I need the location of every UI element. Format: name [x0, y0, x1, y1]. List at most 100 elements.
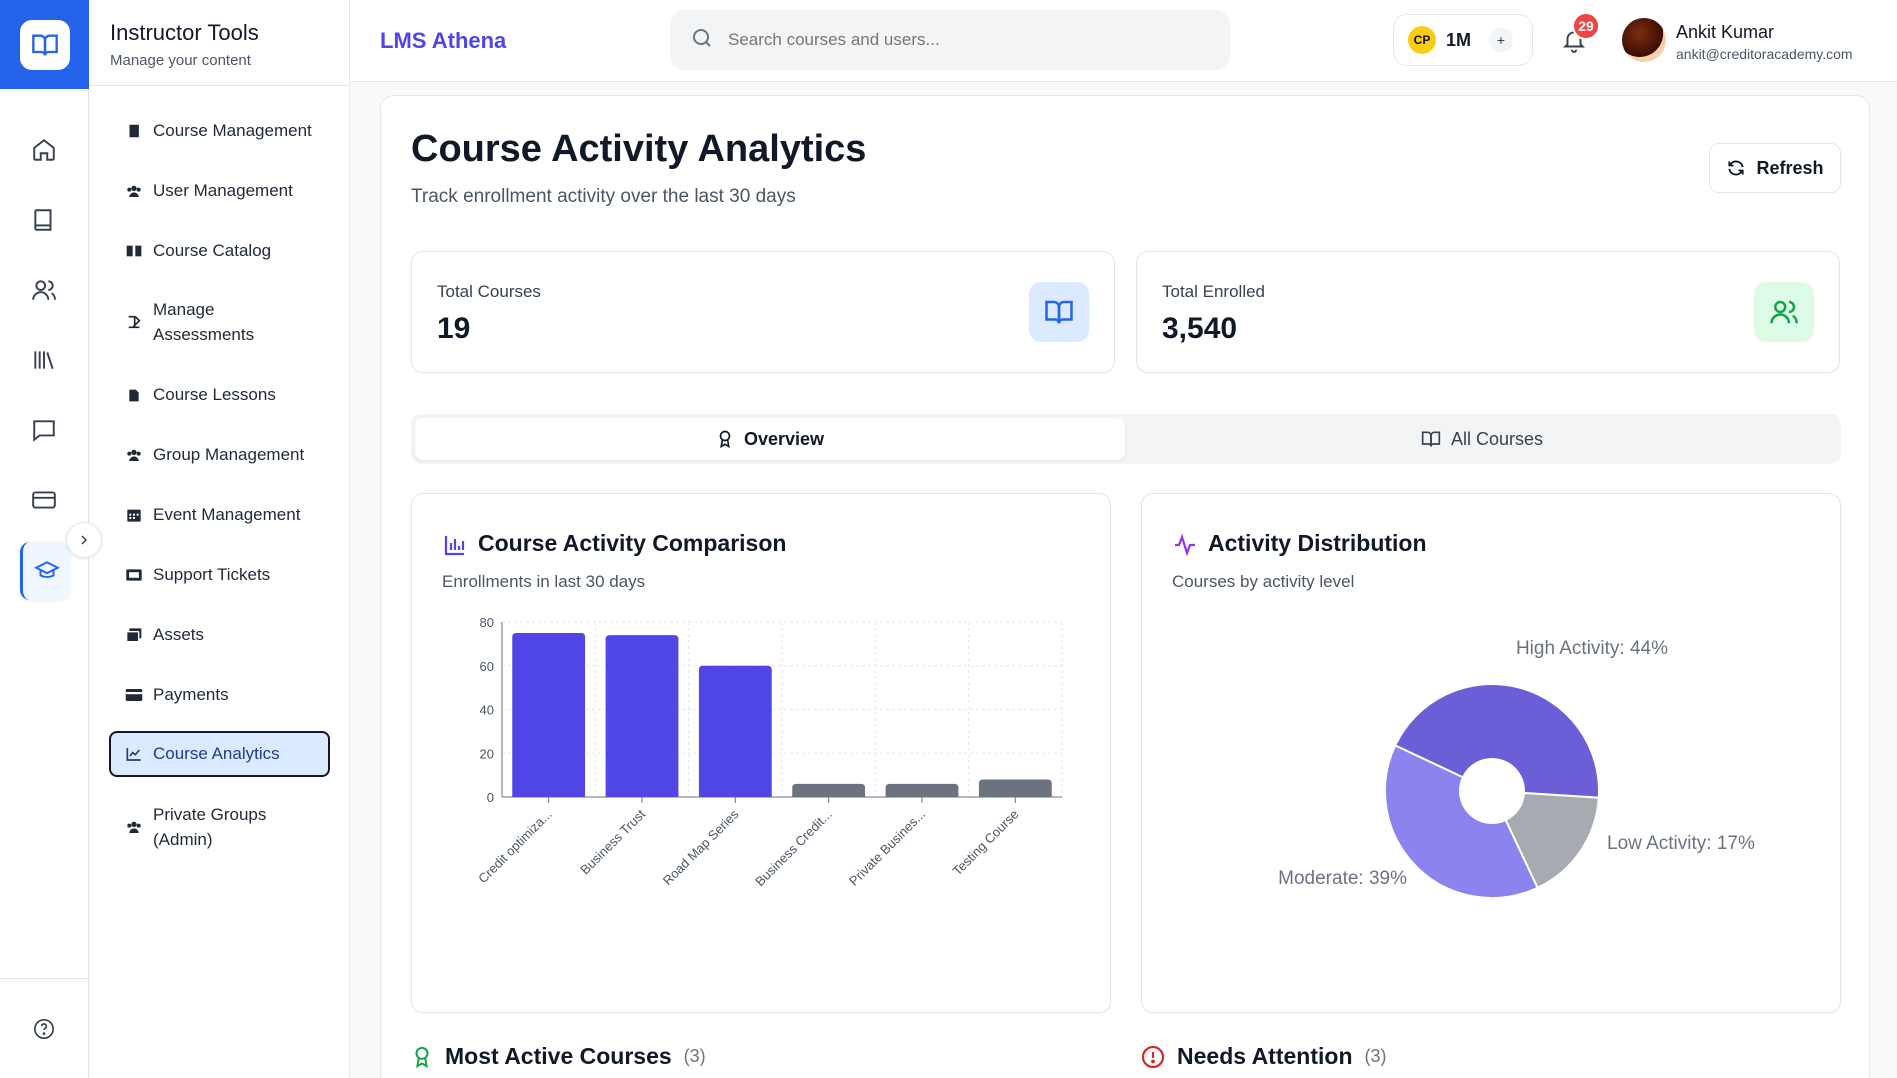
x-tick-label: Credit optimiza...	[475, 807, 555, 887]
tab-overview[interactable]: Overview	[415, 418, 1125, 460]
sidebar-item-event-management[interactable]: Event Management	[109, 502, 330, 528]
sidebar-item-course-catalog[interactable]: Course Catalog	[109, 238, 330, 264]
y-tick-label: 20	[480, 746, 494, 761]
bar[interactable]	[978, 779, 1052, 798]
ticket-icon	[125, 566, 143, 584]
sidebar-item-user-management[interactable]: User Management	[109, 178, 330, 204]
search-input[interactable]	[728, 30, 1178, 50]
chevron-right-icon	[81, 535, 88, 545]
sidebar-item-label: Course Analytics	[153, 744, 280, 763]
y-tick-label: 40	[480, 703, 494, 718]
bar-chart-icon	[442, 532, 468, 558]
users-icon	[125, 446, 143, 464]
pie-slice[interactable]	[1504, 791, 1600, 890]
bar[interactable]	[792, 783, 866, 797]
x-tick-label: Business Credit...	[752, 807, 835, 890]
analytics-card: Course Activity Analytics Track enrollme…	[380, 95, 1870, 1078]
stat-label: Total Courses	[437, 282, 541, 301]
notification-badge: 29	[1572, 12, 1600, 40]
panel-subtitle: Courses by activity level	[1172, 572, 1355, 591]
sidebar-item-group-management[interactable]: Group Management	[109, 442, 330, 468]
sidebar-header: Instructor Tools Manage your content	[89, 0, 349, 86]
stat-value: 19	[437, 312, 471, 345]
panel-title: Course Activity Comparison	[478, 530, 787, 556]
credit-card-icon[interactable]	[22, 478, 66, 522]
credit-card-icon	[125, 686, 143, 704]
panel-title: Activity Distribution	[1208, 530, 1427, 556]
x-tick-label: Road Map Series	[660, 806, 742, 888]
award-icon	[415, 1046, 429, 1068]
section-title: Needs Attention	[1177, 1043, 1353, 1069]
pie-label: Low Activity: 17%	[1607, 833, 1755, 854]
app-logo[interactable]	[0, 0, 89, 89]
award-icon	[719, 430, 731, 449]
brand-name[interactable]: LMS Athena	[380, 28, 507, 53]
search-bar[interactable]	[670, 10, 1230, 70]
stat-label: Total Enrolled	[1162, 282, 1266, 301]
tab-label: Overview	[743, 428, 825, 449]
sidebar-item-label: Assets	[153, 625, 205, 644]
book-icon	[125, 122, 143, 140]
bar[interactable]	[698, 665, 772, 797]
users-icon	[125, 818, 143, 836]
home-icon[interactable]	[22, 128, 66, 172]
users-icon	[1754, 282, 1814, 342]
sidebar-item-manage-assessments[interactable]: Manage Assessments	[109, 296, 330, 348]
chart-line-icon	[125, 745, 143, 763]
bar[interactable]	[512, 632, 586, 797]
book-open-icon	[1421, 431, 1441, 447]
sidebar-item-label: Event Management	[153, 505, 301, 524]
calendar-icon	[125, 506, 143, 524]
points-widget[interactable]: CP 1M +	[1393, 14, 1533, 66]
book-icon[interactable]	[22, 198, 66, 242]
bar[interactable]	[885, 783, 959, 797]
edit-icon	[125, 313, 143, 331]
sidebar-item-label: User Management	[153, 181, 293, 200]
sidebar-toggle-button[interactable]	[66, 522, 102, 558]
points-value: 1M	[1446, 29, 1472, 50]
y-tick-label: 60	[480, 659, 494, 674]
sidebar-item-label: Support Tickets	[153, 565, 271, 584]
sidebar-item-label: Course Management	[153, 121, 312, 140]
sidebar-item-course-lessons[interactable]: Course Lessons	[109, 382, 330, 408]
graduation-cap-icon[interactable]	[20, 542, 70, 600]
sidebar-item-course-management[interactable]: Course Management	[109, 118, 330, 144]
sidebar-item-label: Private Groups (Admin)	[153, 805, 267, 849]
activity-icon	[1172, 532, 1198, 558]
points-coin-icon: CP	[1408, 26, 1436, 54]
sidebar-item-assets[interactable]: Assets	[109, 622, 330, 648]
tab-all-courses[interactable]: All Courses	[1127, 418, 1837, 460]
alert-circle-icon	[1141, 1045, 1165, 1068]
refresh-icon	[1728, 160, 1745, 176]
tab-label: All Courses	[1450, 428, 1544, 449]
sidebar-item-course-analytics[interactable]: Course Analytics	[109, 731, 330, 777]
section-count: (3)	[683, 1046, 706, 1066]
sidebar-item-label: Group Management	[153, 445, 305, 464]
page-title: Course Activity Analytics	[411, 128, 867, 170]
sidebar-item-label: Manage Assessments	[153, 300, 255, 344]
users-icon[interactable]	[22, 268, 66, 312]
activity-distribution-panel: Activity Distribution Courses by activit…	[1141, 493, 1841, 1013]
avatar[interactable]	[1622, 18, 1666, 62]
help-icon[interactable]	[22, 1007, 66, 1051]
add-points-button[interactable]: +	[1489, 28, 1514, 52]
images-icon	[125, 626, 143, 644]
book-open-icon	[1029, 282, 1089, 342]
x-tick-label: Private Busines...	[846, 807, 928, 889]
user-name[interactable]: Ankit Kumar	[1676, 22, 1775, 42]
bar[interactable]	[605, 635, 679, 797]
pie-slice[interactable]	[1384, 744, 1539, 899]
library-icon[interactable]	[22, 338, 66, 382]
refresh-label: Refresh	[1756, 157, 1824, 178]
message-icon[interactable]	[22, 408, 66, 452]
sidebar-item-support-tickets[interactable]: Support Tickets	[109, 562, 330, 588]
rail-footer	[0, 978, 89, 1078]
users-icon	[125, 182, 143, 200]
panel-subtitle: Enrollments in last 30 days	[442, 572, 646, 591]
course-activity-panel: Course Activity Comparison Enrollments i…	[411, 493, 1111, 1013]
sidebar-item-private-groups[interactable]: Private Groups (Admin)	[109, 801, 330, 853]
sidebar-item-payments[interactable]: Payments	[109, 682, 330, 708]
refresh-button[interactable]: Refresh	[1709, 143, 1841, 193]
user-email: ankit@creditoracademy.com	[1676, 46, 1853, 62]
sidebar-item-label: Payments	[153, 685, 229, 704]
